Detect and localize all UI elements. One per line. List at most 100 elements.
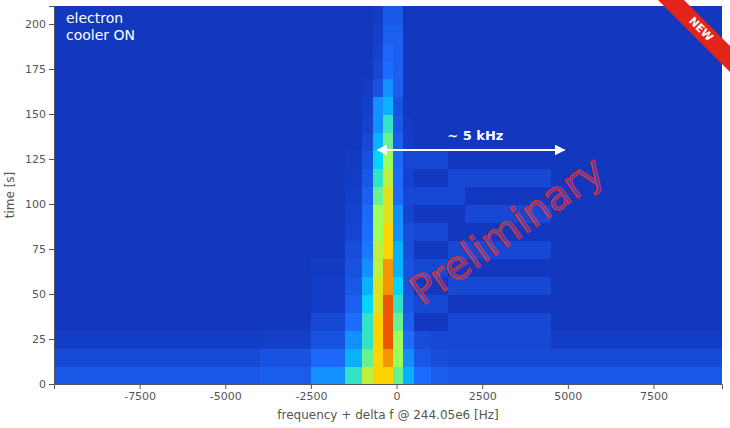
heatmap-cell — [551, 240, 569, 259]
heatmap-cell — [568, 222, 620, 241]
chart-svg: -7500-5000-25000250050007500025507510012… — [0, 0, 730, 428]
heatmap-cell — [465, 150, 483, 169]
heatmap-cell — [311, 312, 346, 331]
heatmap-cell — [499, 96, 517, 115]
heatmap-cell — [448, 150, 466, 169]
y-axis-tick: 100 — [25, 198, 54, 211]
heatmap-cell — [568, 96, 620, 115]
heatmap-cell — [191, 294, 260, 313]
y-axis-tick: 175 — [25, 63, 54, 76]
heatmap-cell — [383, 6, 394, 25]
heatmap-cell — [260, 312, 312, 331]
heatmap-cell — [362, 42, 373, 61]
heatmap-cell — [551, 330, 569, 349]
heatmap-cell — [414, 6, 432, 25]
heatmap-cell — [123, 186, 192, 205]
heatmap-cell — [362, 276, 373, 295]
heatmap-cell — [414, 222, 432, 241]
heatmap-cell — [345, 276, 363, 295]
heatmap-cell — [311, 204, 346, 223]
heatmap-cell — [311, 294, 346, 313]
y-axis-tick-mark — [49, 294, 54, 295]
heatmap-cell — [54, 114, 123, 133]
heatmap-cell — [403, 204, 414, 223]
heatmap-cell — [393, 168, 404, 187]
heatmap-cell — [448, 24, 466, 43]
heatmap-cell — [54, 240, 123, 259]
heatmap-cell — [311, 150, 346, 169]
heatmap-cell — [191, 96, 260, 115]
annotation-arrow — [386, 149, 564, 151]
heatmap-cell — [393, 150, 404, 169]
heatmap-cell — [260, 258, 312, 277]
heatmap-cell — [362, 168, 373, 187]
heatmap-cell — [516, 276, 534, 295]
heatmap-cell — [345, 240, 363, 259]
heatmap-cell — [403, 348, 414, 367]
heatmap-cell — [499, 78, 517, 97]
heatmap-cell — [431, 222, 449, 241]
heatmap-cell — [465, 186, 483, 205]
heatmap-cell — [671, 294, 722, 313]
heatmap-cell — [516, 114, 534, 133]
heatmap-cell — [619, 150, 671, 169]
heatmap-cell — [393, 204, 404, 223]
heatmap-cell — [345, 330, 363, 349]
x-axis-tick: -5000 — [210, 384, 242, 403]
heatmap-cell — [260, 294, 312, 313]
heatmap-cell — [345, 258, 363, 277]
heatmap-cell — [191, 222, 260, 241]
heatmap-cell — [383, 78, 394, 97]
heatmap-cell — [551, 294, 569, 313]
heatmap-cell — [465, 60, 483, 79]
heatmap-cell — [123, 114, 192, 133]
heatmap-cell — [191, 60, 260, 79]
heatmap-cell — [383, 24, 394, 43]
heatmap-cell — [373, 348, 384, 367]
heatmap-cell — [54, 186, 123, 205]
heatmap-cell — [619, 204, 671, 223]
heatmap-cell — [260, 240, 312, 259]
heatmap-cell — [448, 42, 466, 61]
heatmap-cell — [373, 78, 384, 97]
heatmap-cell — [431, 96, 449, 115]
heatmap-cell — [362, 240, 373, 259]
heatmap-cell — [54, 366, 123, 384]
heatmap-cell — [362, 186, 373, 205]
heatmap-cell — [414, 150, 432, 169]
heatmap-cell — [465, 330, 483, 349]
heatmap-cell — [619, 96, 671, 115]
heatmap-cell — [383, 222, 394, 241]
heatmap-cell — [362, 114, 373, 133]
heatmap-cell — [373, 366, 384, 384]
heatmap-cell — [403, 312, 414, 331]
heatmap-cell — [345, 24, 363, 43]
heatmap-cell — [516, 366, 534, 384]
heatmap-cell — [499, 366, 517, 384]
heatmap-cell — [671, 204, 722, 223]
heatmap-cell — [393, 240, 404, 259]
heatmap-cell — [671, 150, 722, 169]
heatmap-cell — [362, 78, 373, 97]
heatmap-cell — [414, 366, 432, 384]
heatmap-cell — [403, 96, 414, 115]
heatmap-cell — [448, 96, 466, 115]
heatmap-cell — [383, 330, 394, 349]
heatmap-cell — [191, 150, 260, 169]
heatmap-cell — [393, 186, 404, 205]
heatmap-cell — [362, 150, 373, 169]
heatmap-cell — [123, 276, 192, 295]
heatmap-cell — [568, 276, 620, 295]
heatmap-cell — [568, 240, 620, 259]
heatmap-cell — [260, 60, 312, 79]
y-axis-tick: 200 — [25, 18, 54, 31]
heatmap-cell — [619, 60, 671, 79]
x-axis-tick-mark — [653, 384, 654, 389]
heatmap-cell — [191, 24, 260, 43]
heatmap-cell — [414, 330, 432, 349]
y-axis-tick-label: 75 — [32, 243, 46, 256]
y-axis-tick-label: 150 — [25, 108, 46, 121]
heatmap-cell — [499, 348, 517, 367]
heatmap-cell — [123, 366, 192, 384]
heatmap-cell — [403, 60, 414, 79]
